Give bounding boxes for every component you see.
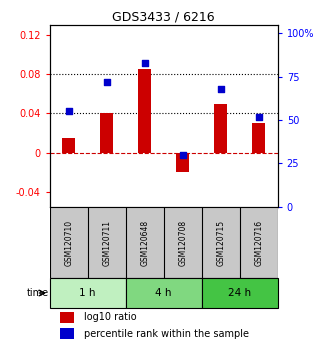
Bar <box>60 312 74 322</box>
Text: GSM120716: GSM120716 <box>254 219 263 266</box>
Point <box>66 109 71 114</box>
Text: percentile rank within the sample: percentile rank within the sample <box>84 329 249 339</box>
Text: GSM120708: GSM120708 <box>178 219 187 266</box>
Text: GSM120710: GSM120710 <box>64 219 73 266</box>
Bar <box>60 329 74 339</box>
Bar <box>62 138 75 153</box>
Bar <box>138 69 152 153</box>
Bar <box>214 103 227 153</box>
Point <box>180 152 185 158</box>
Point <box>218 86 223 92</box>
Point <box>142 60 147 66</box>
Bar <box>252 123 265 153</box>
Text: time: time <box>27 288 49 298</box>
Text: 4 h: 4 h <box>155 288 172 298</box>
Bar <box>176 153 189 172</box>
Bar <box>100 113 113 153</box>
Text: 24 h: 24 h <box>228 288 251 298</box>
Bar <box>126 278 202 308</box>
Point <box>256 114 261 120</box>
Text: GSM120711: GSM120711 <box>102 219 111 266</box>
Title: GDS3433 / 6216: GDS3433 / 6216 <box>112 11 215 24</box>
Text: 1 h: 1 h <box>80 288 96 298</box>
Point <box>104 79 109 85</box>
Text: GSM120715: GSM120715 <box>216 219 225 266</box>
Bar <box>50 278 126 308</box>
Text: GSM120648: GSM120648 <box>140 219 149 266</box>
Bar <box>202 278 278 308</box>
Text: log10 ratio: log10 ratio <box>84 312 136 322</box>
